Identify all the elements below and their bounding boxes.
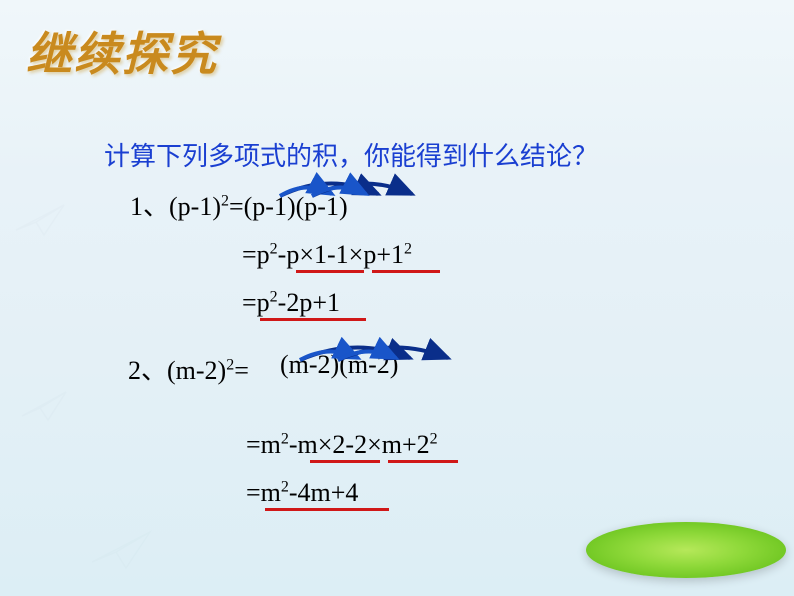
red-underline [388, 460, 458, 463]
equation-2-result: =m2-4m+4 [246, 478, 358, 508]
prompt-text: 计算下列多项式的积，你能得到什么结论？ [104, 136, 598, 173]
equation-2-lhs: 2、(m-2)2= [128, 350, 249, 387]
red-underline [310, 460, 380, 463]
red-underline [296, 270, 364, 273]
equation-2-expand: =m2-m×2-2×m+22 [246, 430, 438, 460]
decorative-ellipse [586, 522, 786, 578]
red-underline [265, 508, 389, 511]
paper-plane-decoration [90, 526, 160, 574]
equation-1-result: =p2-2p+1 [242, 288, 340, 318]
slide-title: 继续探究 [26, 18, 218, 84]
paper-plane-decoration [14, 200, 74, 240]
equation-2-rhs: (m-2)(m-2) [280, 350, 398, 380]
red-underline [260, 318, 366, 321]
paper-plane-decoration [20, 388, 75, 426]
equation-1-expand: =p2-p×1-1×p+12 [242, 240, 412, 270]
red-underline [372, 270, 440, 273]
equation-1-lhs: 1、(p-1)2=(p-1)(p-1) [130, 186, 348, 223]
